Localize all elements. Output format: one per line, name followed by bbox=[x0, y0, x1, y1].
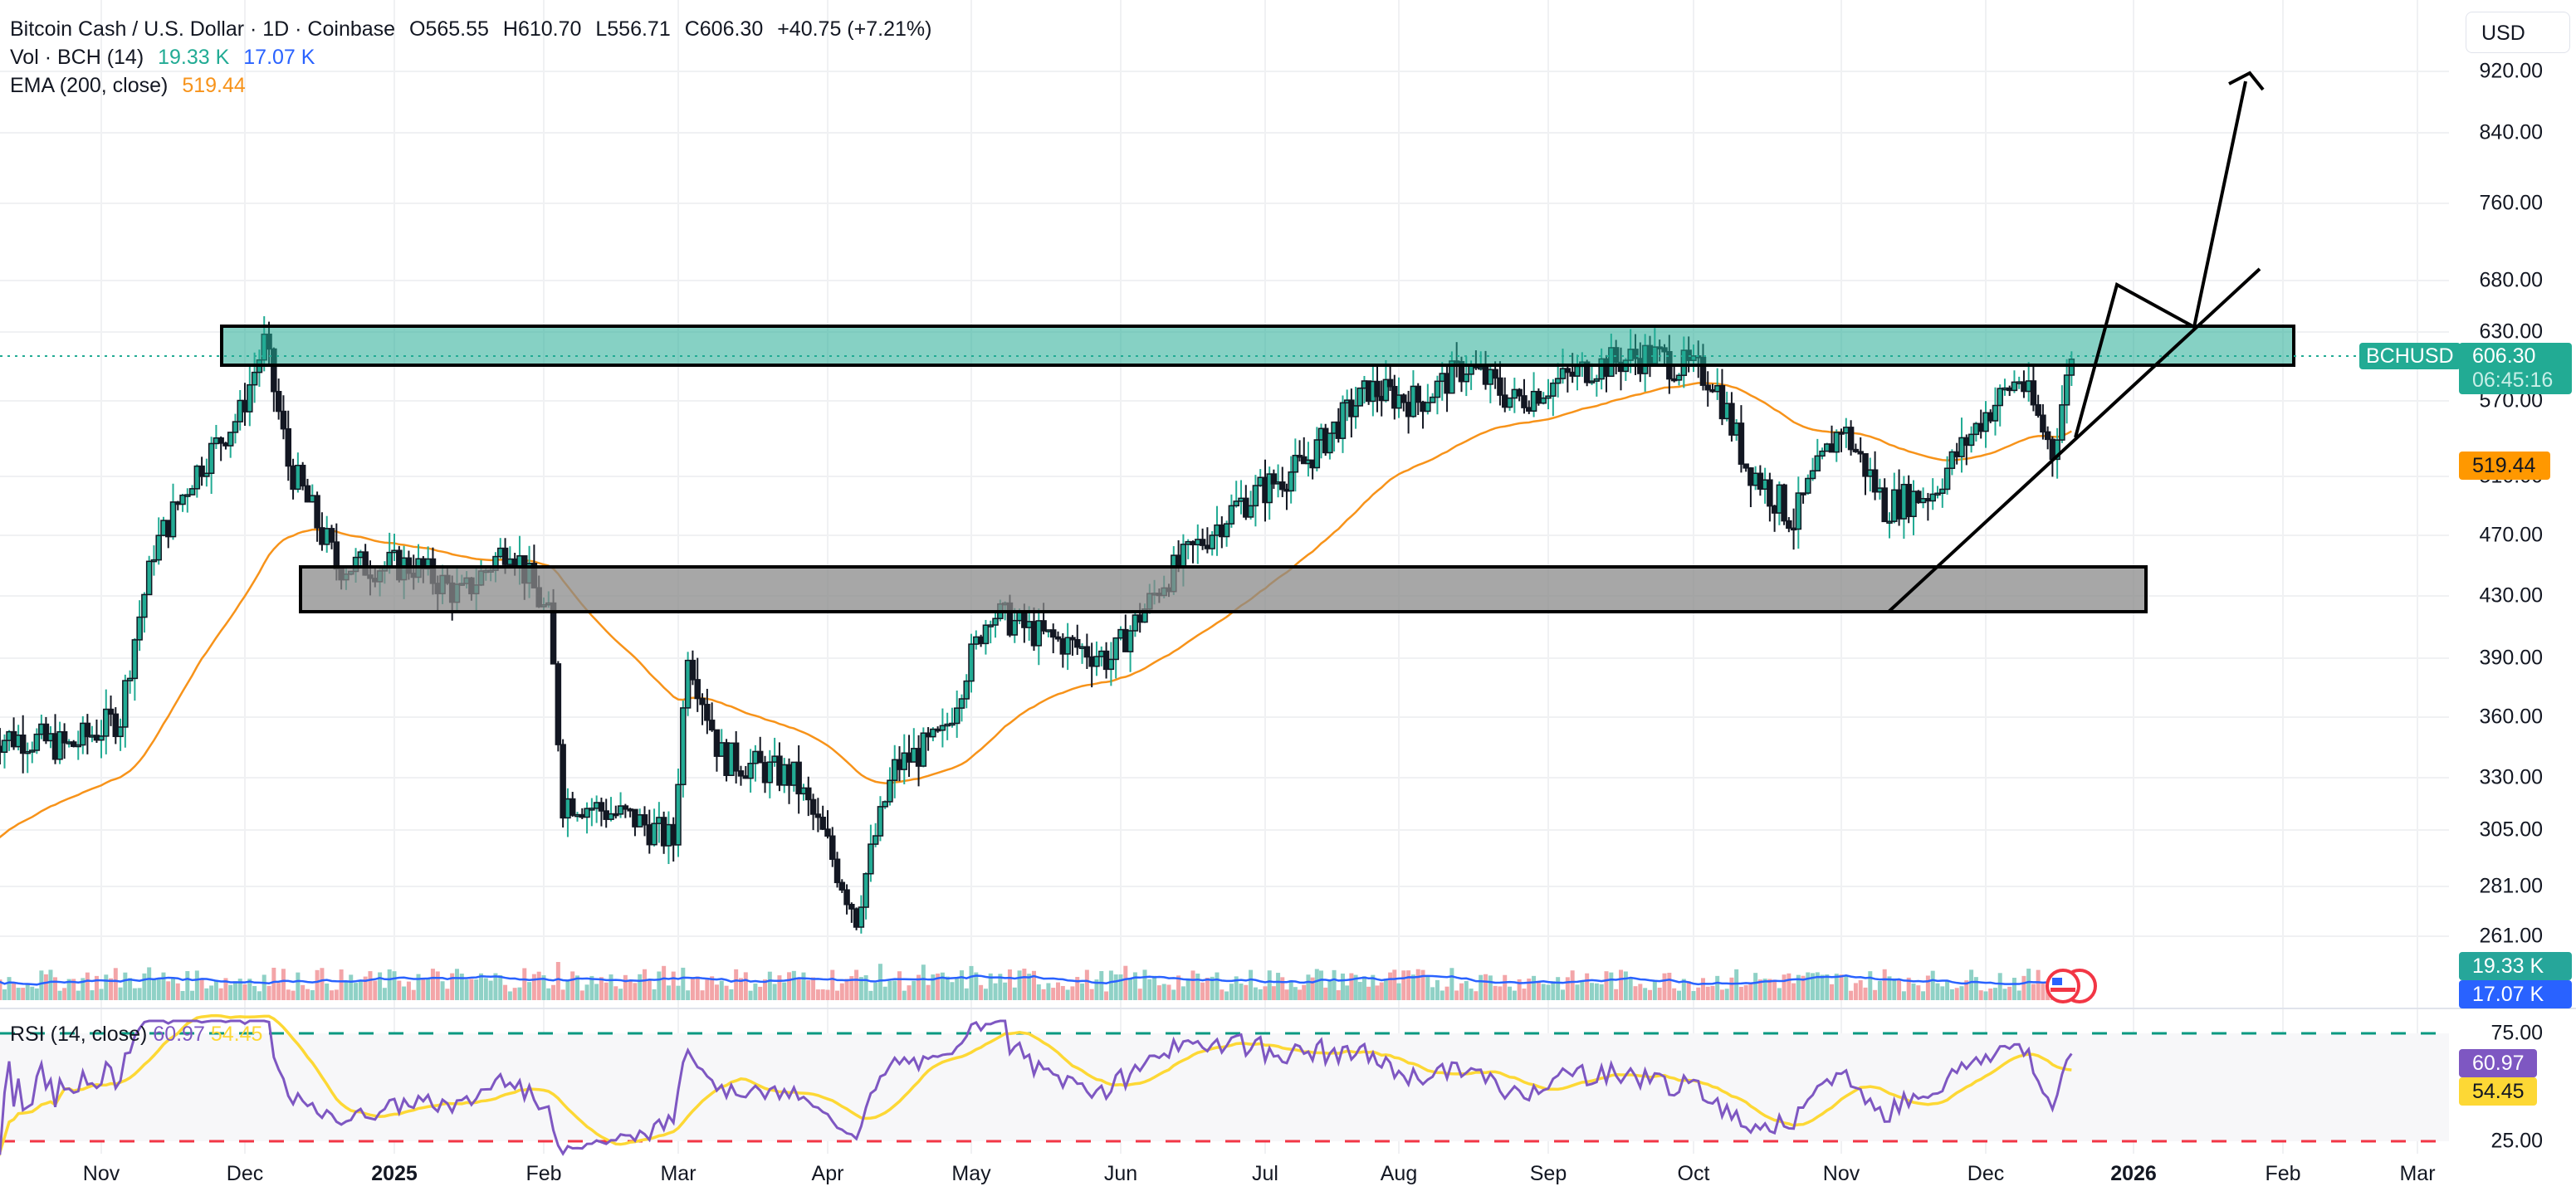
rsi-value: 60.97 bbox=[153, 1023, 205, 1046]
open-value: O565.55 bbox=[409, 17, 489, 41]
price-tick: 630.00 bbox=[2479, 320, 2543, 344]
price-tick: 470.00 bbox=[2479, 523, 2543, 547]
rsi-legend: RSI (14, close) 60.97 54.45 bbox=[10, 1023, 262, 1047]
rsi-label[interactable]: RSI (14, close) bbox=[10, 1023, 148, 1046]
date-tick: May bbox=[951, 1162, 991, 1185]
rsi-ma-value: 54.45 bbox=[210, 1023, 263, 1046]
price-tick: 281.00 bbox=[2479, 874, 2543, 898]
change-value: +40.75 (+7.21%) bbox=[777, 17, 932, 41]
projection-path[interactable] bbox=[2074, 81, 2247, 438]
symbol-title[interactable]: Bitcoin Cash / U.S. Dollar · 1D · Coinba… bbox=[10, 17, 396, 41]
rsi-tick: 75.00 bbox=[2490, 1021, 2543, 1045]
price-tick: 305.00 bbox=[2479, 818, 2543, 842]
candlesticks bbox=[0, 316, 2075, 934]
date-tick: Sep bbox=[1529, 1162, 1567, 1185]
date-tick: Mar bbox=[2399, 1162, 2436, 1185]
date-tick: 2026 bbox=[2110, 1162, 2157, 1185]
close-value: C606.30 bbox=[684, 17, 764, 41]
volume-ma-line bbox=[0, 974, 2072, 986]
date-tick: Dec bbox=[226, 1162, 264, 1185]
trendline[interactable] bbox=[1887, 267, 2261, 613]
price-tick: 360.00 bbox=[2479, 705, 2543, 729]
price-tick: 390.00 bbox=[2479, 646, 2543, 670]
countdown-timer: 06:45:16 bbox=[2472, 369, 2554, 392]
date-tick: Dec bbox=[1967, 1162, 2005, 1185]
date-tick: 2025 bbox=[371, 1162, 418, 1185]
price-tick: 680.00 bbox=[2479, 268, 2543, 292]
resistance-zone[interactable] bbox=[220, 325, 2295, 367]
price-tick: 330.00 bbox=[2479, 765, 2543, 789]
price-tick: 840.00 bbox=[2479, 120, 2543, 144]
support-zone[interactable] bbox=[299, 565, 2148, 613]
ema-value: 519.44 bbox=[182, 74, 246, 97]
volume-label[interactable]: Vol · BCH (14) bbox=[10, 46, 144, 69]
volume-legend: Vol · BCH (14) 19.33 K 17.07 K bbox=[10, 43, 323, 71]
last-price: 606.30 bbox=[2472, 344, 2536, 368]
date-tick: Oct bbox=[1677, 1162, 1710, 1185]
rsi-tag: 60.97 bbox=[2459, 1049, 2537, 1077]
symbol-tag: BCHUSD bbox=[2359, 343, 2461, 369]
rsi-ma-line bbox=[0, 1013, 2072, 1157]
price-tick: 430.00 bbox=[2479, 583, 2543, 608]
arrowhead-icon bbox=[2228, 71, 2265, 91]
volume-value: 19.33 K bbox=[158, 46, 230, 69]
date-tick: Feb bbox=[2265, 1162, 2301, 1185]
date-tick: Apr bbox=[811, 1162, 844, 1185]
date-tick: Nov bbox=[82, 1162, 120, 1185]
rsi-line bbox=[0, 1019, 2073, 1156]
date-tick: Mar bbox=[660, 1162, 697, 1185]
date-tick: Jun bbox=[1103, 1162, 1138, 1185]
price-tick: 760.00 bbox=[2479, 191, 2543, 215]
low-value: L556.71 bbox=[595, 17, 671, 41]
high-value: H610.70 bbox=[502, 17, 582, 41]
rsi-ma-tag: 54.45 bbox=[2459, 1077, 2537, 1106]
ema-legend: EMA (200, close) 519.44 bbox=[10, 71, 254, 100]
rsi-tick: 25.00 bbox=[2490, 1129, 2543, 1153]
currency-button[interactable]: USD bbox=[2466, 12, 2570, 53]
date-tick: Nov bbox=[1822, 1162, 1860, 1185]
volume-bars bbox=[0, 961, 2074, 1000]
date-tick: Jul bbox=[1252, 1162, 1278, 1185]
volume-ma-value: 17.07 K bbox=[243, 46, 315, 69]
date-tick: Aug bbox=[1380, 1162, 1418, 1185]
ema-label[interactable]: EMA (200, close) bbox=[10, 74, 169, 97]
volume-tag: 19.33 K bbox=[2459, 952, 2572, 980]
price-tick: 261.00 bbox=[2479, 924, 2543, 948]
ema-price-tag: 519.44 bbox=[2459, 452, 2550, 480]
us-flag-events-icon[interactable] bbox=[2046, 969, 2097, 1003]
date-tick: Feb bbox=[525, 1162, 562, 1185]
price-tick: 920.00 bbox=[2479, 59, 2543, 83]
volume-ma-tag: 17.07 K bbox=[2459, 980, 2572, 1008]
symbol-legend: Bitcoin Cash / U.S. Dollar · 1D · Coinba… bbox=[10, 15, 940, 43]
ema-200-line bbox=[0, 382, 2072, 839]
last-price-tag: 606.30 06:45:16 bbox=[2459, 343, 2572, 394]
